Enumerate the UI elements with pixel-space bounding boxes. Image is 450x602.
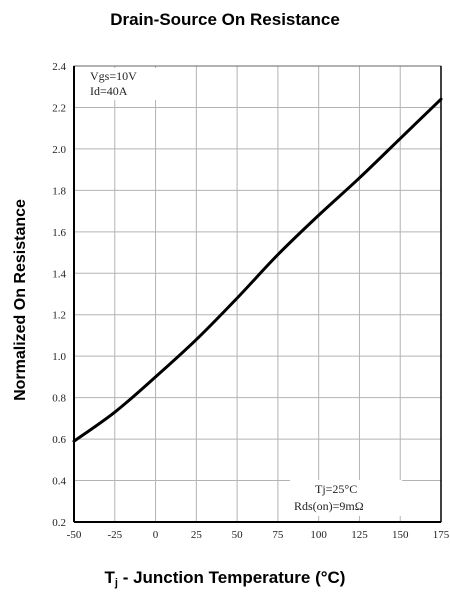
x-tick-label: 0 bbox=[153, 529, 159, 541]
annotation-rds-on: Rds(on)=9mΩ bbox=[294, 499, 364, 513]
y-tick-label: 1.0 bbox=[52, 351, 66, 363]
chart-title: Drain-Source On Resistance bbox=[110, 10, 340, 29]
grid-layer bbox=[73, 65, 442, 523]
x-axis-label: Tj - Junction Temperature (°C) bbox=[0, 568, 450, 589]
x-tick-label: 25 bbox=[191, 529, 203, 541]
y-tick-label: 0.6 bbox=[52, 434, 66, 446]
x-tick-label: -25 bbox=[107, 529, 122, 541]
legend-box-bottom-right bbox=[290, 480, 402, 516]
x-axis-label-subscript: j bbox=[114, 577, 118, 589]
annotation-tj: Tj=25°C bbox=[315, 482, 357, 496]
annotation-id: Id=40A bbox=[90, 84, 128, 98]
y-tick-label: 2.2 bbox=[52, 102, 66, 114]
x-tick-label: 125 bbox=[351, 529, 368, 541]
axis-layer bbox=[73, 65, 442, 523]
y-tick-label: 0.4 bbox=[52, 476, 66, 488]
y-tick-label: 0.8 bbox=[52, 393, 66, 405]
annotation-vgs: Vgs=10V bbox=[90, 69, 137, 83]
y-tick-label: 1.8 bbox=[52, 185, 66, 197]
tick-label-layer: 0.2 0.4 0.6 0.8 1.0 1.2 1.4 1.6 1.8 2.0 2.2 2.4 -50 -… bbox=[52, 61, 450, 541]
legend-box-top-left bbox=[84, 68, 158, 100]
y-tick-label: 2.4 bbox=[52, 61, 66, 73]
x-tick-label: 175 bbox=[433, 529, 450, 541]
x-axis-label-main: T bbox=[104, 568, 115, 587]
plot-frame bbox=[73, 65, 442, 523]
y-tick-label: 1.2 bbox=[52, 310, 66, 322]
x-tick-label: 100 bbox=[310, 529, 327, 541]
y-tick-label: 1.6 bbox=[52, 227, 66, 239]
y-tick-label: 1.4 bbox=[52, 268, 66, 280]
x-tick-label: -50 bbox=[67, 529, 82, 541]
series-line bbox=[72, 97, 443, 443]
x-axis-label-rest: - Junction Temperature (°C) bbox=[117, 568, 346, 587]
series-layer bbox=[72, 97, 443, 443]
y-tick-label: 0.2 bbox=[52, 517, 66, 529]
annotation-layer: Vgs=10V Id=40A Tj=25°C Rds(on)=9mΩ bbox=[84, 68, 402, 516]
y-tick-label: 2.0 bbox=[52, 144, 66, 156]
x-tick-label: 75 bbox=[272, 529, 284, 541]
x-tick-label: 50 bbox=[232, 529, 244, 541]
x-tick-label: 150 bbox=[392, 529, 409, 541]
